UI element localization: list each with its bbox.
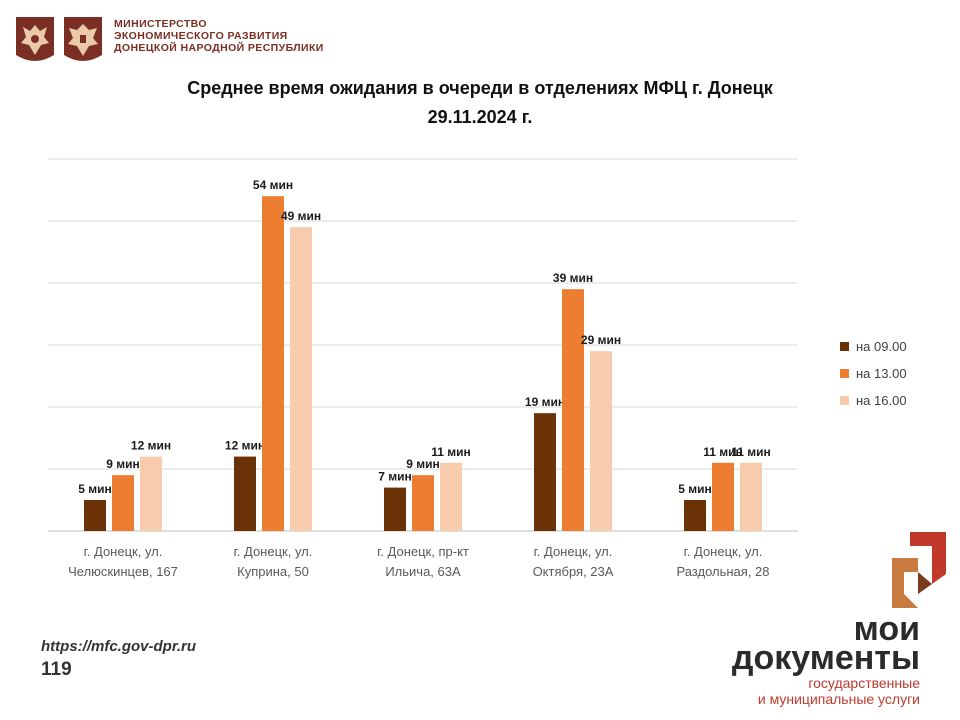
legend-label-0900: на 09.00 — [856, 339, 907, 354]
bar — [384, 487, 406, 531]
x-tick-label: Октября, 23А — [533, 564, 614, 579]
chart-title: Среднее время ожидания в очереди в отдел… — [187, 78, 773, 98]
brand-tagline-1: государственные — [808, 675, 920, 691]
bar-data-label: 29 мин — [581, 333, 621, 347]
legend-swatch-0900 — [840, 342, 849, 351]
moi-dokumenty-logo-icon — [892, 532, 946, 608]
x-tick-label: Ильича, 63А — [385, 564, 461, 579]
bar-data-label: 49 мин — [281, 209, 321, 223]
bar-data-label: 39 мин — [553, 271, 593, 285]
legend-swatch-1600 — [840, 396, 849, 405]
bar-data-label: 12 мин — [131, 439, 171, 453]
bar-data-label: 7 мин — [378, 470, 412, 484]
bar-data-label: 19 мин — [525, 395, 565, 409]
ministry-line-3: ДОНЕЦКОЙ НАРОДНОЙ РЕСПУБЛИКИ — [114, 42, 324, 54]
bar — [112, 475, 134, 531]
bar-data-label: 9 мин — [406, 457, 440, 471]
bar — [290, 227, 312, 531]
x-tick-label: г. Донецк, ул. — [534, 544, 613, 559]
x-tick-label: Куприна, 50 — [237, 564, 309, 579]
brand-word-moi: мои — [853, 610, 920, 648]
brand-word-dokumenty: документы — [731, 639, 920, 677]
bar-data-label: 12 мин — [225, 439, 265, 453]
ministry-line-1: МИНИСТЕРСТВО — [114, 18, 207, 30]
russian-coat-of-arms-icon — [16, 17, 54, 61]
x-tick-label: г. Донецк, ул. — [684, 544, 763, 559]
bar — [740, 462, 762, 531]
ministry-line-2: ЭКОНОМИЧЕСКОГО РАЗВИТИЯ — [114, 30, 288, 42]
bar — [684, 500, 706, 531]
x-tick-label: г. Донецк, ул. — [84, 544, 163, 559]
bar-data-label: 9 мин — [106, 457, 140, 471]
page-number: 119 — [41, 659, 72, 680]
ministry-name: МИНИСТЕРСТВО ЭКОНОМИЧЕСКОГО РАЗВИТИЯ ДОН… — [114, 18, 324, 54]
x-tick-label: Челюскинцев, 167 — [68, 564, 178, 579]
bar — [440, 462, 462, 531]
bar — [84, 500, 106, 531]
bar-data-label: 5 мин — [78, 482, 112, 496]
dpr-coat-of-arms-icon — [64, 17, 102, 61]
bar — [262, 196, 284, 531]
brand-tagline-2: и муниципальные услуги — [757, 691, 920, 707]
website-url: https://mfc.gov-dpr.ru — [41, 638, 196, 655]
bar — [234, 456, 256, 531]
bar-data-label: 11 мин — [431, 445, 471, 459]
header: МИНИСТЕРСТВО ЭКОНОМИЧЕСКОГО РАЗВИТИЯ ДОН… — [14, 15, 324, 67]
bar — [590, 351, 612, 531]
bar — [562, 289, 584, 531]
x-tick-label: г. Донецк, пр-кт — [377, 544, 469, 559]
bar-data-label: 54 мин — [253, 178, 293, 192]
chart-legend: на 09.00 на 13.00 на 16.00 — [840, 333, 907, 414]
legend-item-0900: на 09.00 — [840, 333, 907, 360]
legend-label-1600: на 16.00 — [856, 393, 907, 408]
legend-item-1600: на 16.00 — [840, 387, 907, 414]
bar-data-label: 11 мин — [731, 445, 771, 459]
bar-data-label: 11 мин — [703, 445, 743, 459]
legend-item-1300: на 13.00 — [840, 360, 907, 387]
x-tick-label: г. Донецк, ул. — [234, 544, 313, 559]
bar-data-label: 5 мин — [678, 482, 712, 496]
legend-label-1300: на 13.00 — [856, 366, 907, 381]
chart-subtitle: 29.11.2024 г. — [427, 107, 533, 127]
legend-swatch-1300 — [840, 369, 849, 378]
bar — [534, 413, 556, 531]
bar — [712, 462, 734, 531]
bar — [412, 475, 434, 531]
bar — [140, 456, 162, 531]
x-tick-label: Раздольная, 28 — [676, 564, 769, 579]
